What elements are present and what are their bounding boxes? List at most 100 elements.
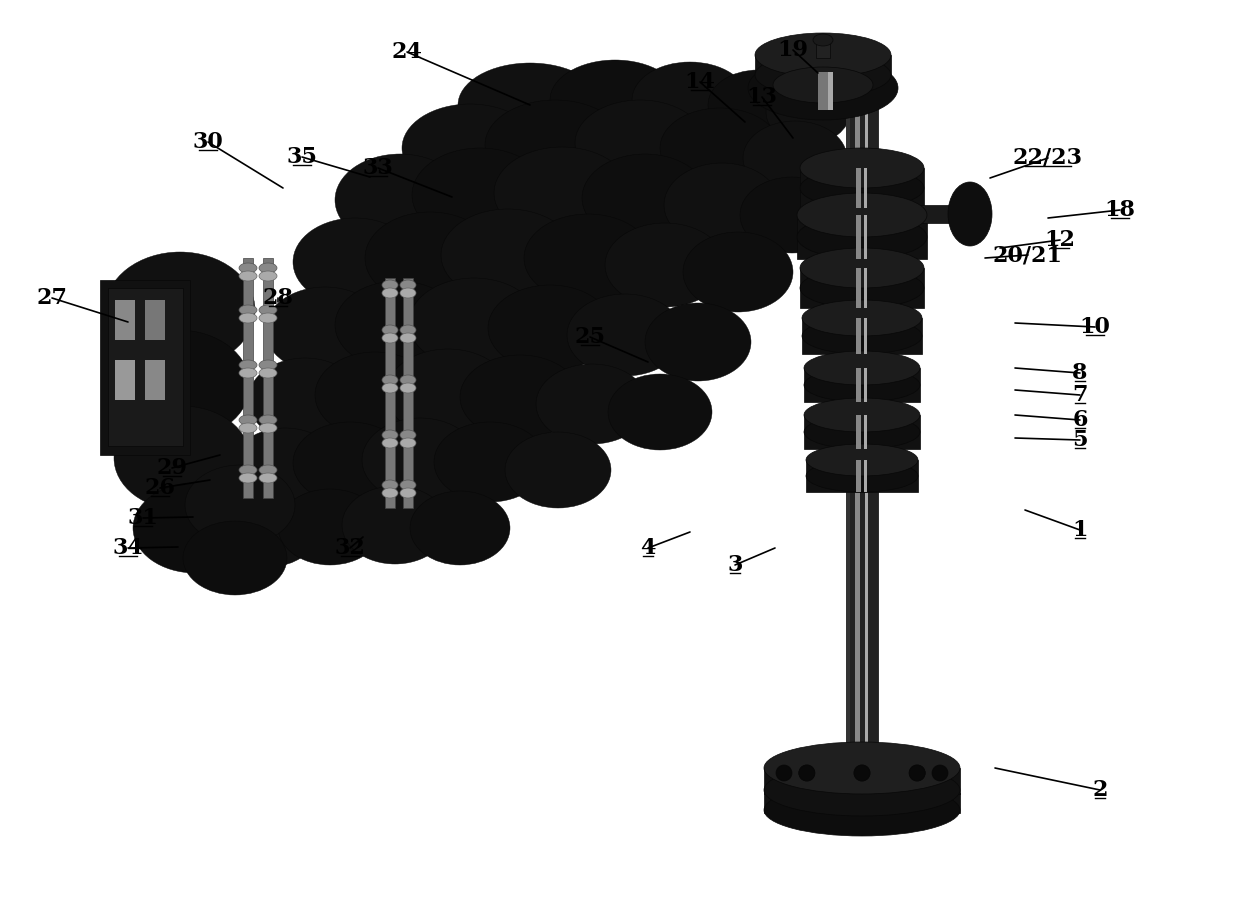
Text: 10: 10 — [1079, 316, 1110, 338]
Ellipse shape — [107, 330, 250, 440]
Ellipse shape — [239, 271, 256, 281]
Ellipse shape — [239, 360, 256, 370]
Ellipse shape — [382, 438, 398, 448]
Ellipse shape — [764, 784, 960, 836]
Bar — [864, 415, 867, 449]
Bar — [864, 168, 867, 208]
Ellipse shape — [259, 423, 278, 433]
Text: 4: 4 — [641, 537, 655, 559]
Text: 27: 27 — [36, 287, 67, 309]
Ellipse shape — [807, 444, 918, 476]
Text: 28: 28 — [263, 287, 294, 309]
Text: 34: 34 — [113, 537, 144, 559]
Bar — [804, 415, 921, 449]
Ellipse shape — [335, 281, 461, 369]
Ellipse shape — [409, 278, 539, 368]
Ellipse shape — [400, 480, 416, 490]
Ellipse shape — [797, 215, 927, 259]
Ellipse shape — [292, 218, 418, 306]
Text: 3: 3 — [727, 554, 742, 576]
Ellipse shape — [441, 209, 575, 301]
Bar — [115, 300, 135, 340]
Bar — [864, 460, 867, 492]
Ellipse shape — [400, 288, 416, 298]
Text: 19: 19 — [778, 39, 809, 61]
Ellipse shape — [218, 493, 318, 567]
Circle shape — [909, 765, 926, 781]
Ellipse shape — [259, 473, 278, 483]
Text: 13: 13 — [747, 86, 777, 108]
Ellipse shape — [239, 473, 256, 483]
Ellipse shape — [664, 163, 781, 247]
Ellipse shape — [948, 182, 992, 246]
Text: 2: 2 — [1093, 779, 1108, 801]
Bar — [764, 793, 960, 813]
Ellipse shape — [536, 364, 648, 444]
Ellipse shape — [413, 148, 548, 242]
Bar — [864, 268, 867, 308]
Bar — [263, 258, 273, 498]
Ellipse shape — [265, 287, 385, 373]
Ellipse shape — [335, 154, 465, 246]
Bar — [864, 368, 867, 402]
Ellipse shape — [460, 355, 580, 439]
Ellipse shape — [230, 428, 339, 508]
Ellipse shape — [248, 358, 362, 442]
Circle shape — [854, 765, 870, 781]
Ellipse shape — [342, 486, 449, 564]
Ellipse shape — [743, 121, 847, 195]
Ellipse shape — [802, 318, 922, 354]
Bar — [764, 768, 960, 794]
Bar — [818, 72, 833, 110]
Bar — [817, 40, 830, 58]
Ellipse shape — [114, 406, 250, 510]
Ellipse shape — [740, 177, 844, 253]
Bar — [856, 168, 861, 208]
Ellipse shape — [400, 383, 416, 393]
Ellipse shape — [400, 333, 416, 343]
Ellipse shape — [605, 223, 725, 307]
Ellipse shape — [800, 168, 924, 208]
Ellipse shape — [382, 488, 398, 498]
Bar — [846, 100, 850, 765]
Bar — [856, 215, 861, 259]
Ellipse shape — [382, 280, 398, 290]
Ellipse shape — [185, 465, 295, 545]
Bar — [800, 168, 924, 208]
Ellipse shape — [400, 280, 416, 290]
Ellipse shape — [800, 248, 924, 288]
Ellipse shape — [315, 352, 435, 438]
Ellipse shape — [400, 375, 416, 385]
Ellipse shape — [804, 351, 921, 385]
Circle shape — [799, 765, 815, 781]
Ellipse shape — [400, 430, 416, 440]
Text: 26: 26 — [145, 477, 176, 499]
Ellipse shape — [494, 147, 629, 239]
Ellipse shape — [239, 368, 256, 378]
Ellipse shape — [382, 288, 398, 298]
Ellipse shape — [773, 67, 873, 103]
Ellipse shape — [764, 742, 960, 794]
Ellipse shape — [802, 300, 922, 336]
Text: 20/21: 20/21 — [992, 244, 1063, 266]
Ellipse shape — [632, 62, 748, 138]
Bar — [100, 280, 190, 455]
Ellipse shape — [567, 294, 683, 376]
Text: 33: 33 — [363, 157, 393, 179]
Bar — [856, 268, 861, 308]
Ellipse shape — [804, 368, 921, 402]
Ellipse shape — [582, 154, 707, 242]
Text: 31: 31 — [128, 507, 159, 529]
Text: 14: 14 — [685, 71, 715, 93]
Ellipse shape — [239, 423, 256, 433]
Ellipse shape — [239, 313, 256, 323]
Ellipse shape — [259, 360, 278, 370]
Ellipse shape — [410, 491, 510, 565]
Ellipse shape — [259, 271, 278, 281]
Ellipse shape — [797, 193, 927, 237]
Ellipse shape — [239, 305, 256, 315]
Ellipse shape — [382, 333, 398, 343]
Circle shape — [909, 765, 926, 781]
Ellipse shape — [807, 460, 918, 492]
Ellipse shape — [259, 415, 278, 425]
